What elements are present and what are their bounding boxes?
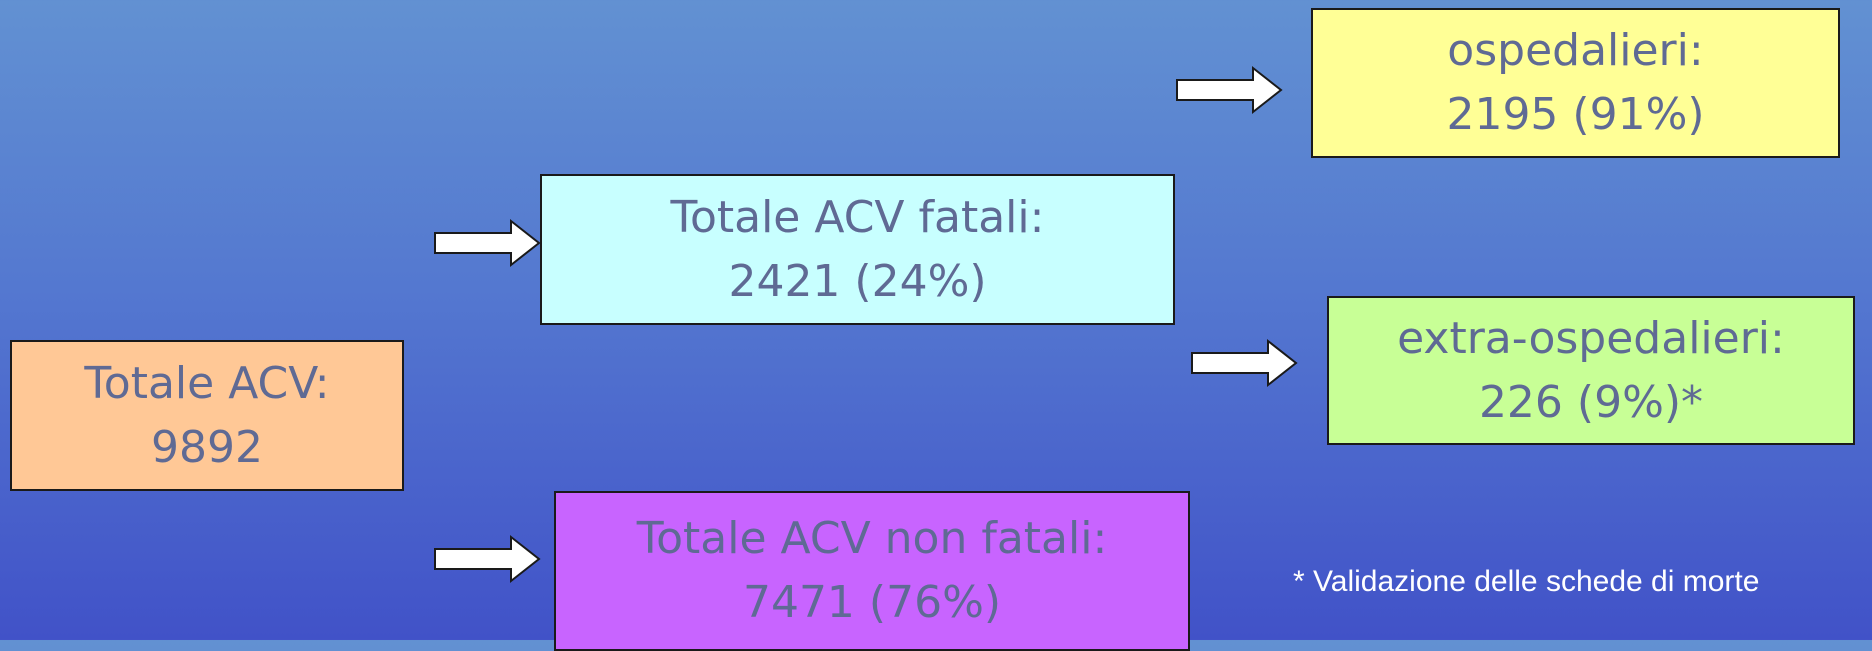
node-label: extra-ospedalieri: bbox=[1397, 312, 1785, 364]
node-total: Totale ACV: 9892 bbox=[10, 340, 404, 491]
node-label: Totale ACV: bbox=[84, 357, 330, 409]
node-hospital: ospedalieri: 2195 (91%) bbox=[1311, 8, 1840, 158]
node-label: ospedalieri: bbox=[1447, 25, 1704, 76]
footnote: * Validazione delle schede di morte bbox=[1293, 565, 1760, 598]
arrow bbox=[1176, 65, 1283, 115]
node-value: 2421 (24%) bbox=[728, 255, 987, 307]
node-nonfatal: Totale ACV non fatali: 7471 (76%) bbox=[554, 491, 1190, 651]
node-extra: extra-ospedalieri: 226 (9%)* bbox=[1327, 296, 1855, 445]
node-value: 9892 bbox=[151, 421, 263, 473]
node-label: Totale ACV non fatali: bbox=[636, 513, 1108, 564]
node-fatal: Totale ACV fatali: 2421 (24%) bbox=[540, 174, 1175, 325]
node-value: 7471 (76%) bbox=[742, 577, 1002, 628]
arrow bbox=[434, 534, 541, 584]
node-value: 2195 (91%) bbox=[1446, 89, 1705, 140]
arrow bbox=[434, 218, 541, 268]
node-label: Totale ACV fatali: bbox=[670, 191, 1045, 243]
arrow bbox=[1191, 338, 1298, 388]
node-value: 226 (9%)* bbox=[1478, 376, 1704, 428]
